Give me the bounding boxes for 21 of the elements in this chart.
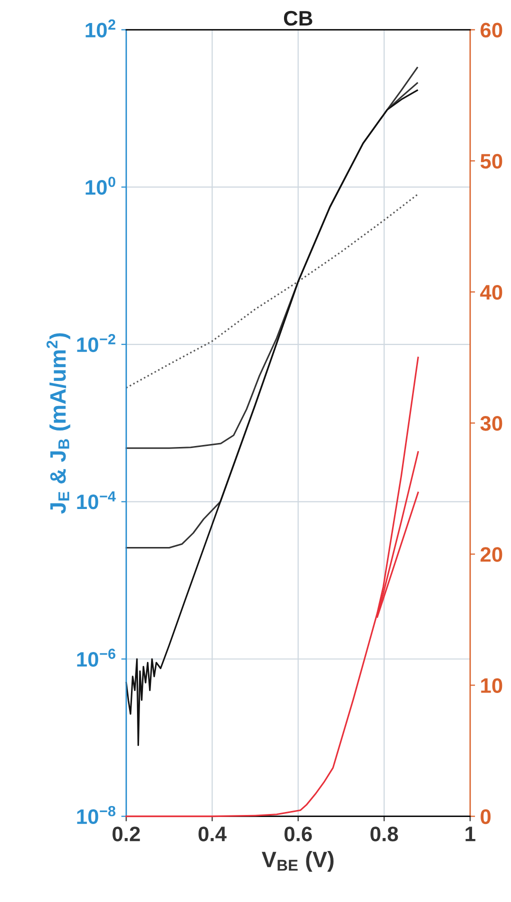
x-axis-title: V$_{BE}$ (V) (262, 851, 334, 872)
y-tick-label: 10$^{−2}$ (77, 334, 116, 352)
y2-tick-label: 40 (480, 284, 502, 300)
y2-tick-label: 10 (481, 678, 502, 693)
y-tick-label: 10$^{−6}$ (77, 648, 116, 667)
chart-title: CB (284, 10, 312, 26)
y-tick-label: 10$^{−4}$ (77, 491, 116, 510)
y2-tick-label: 0 (480, 809, 491, 824)
y-tick-label: 10$^{−8}$ (77, 806, 116, 824)
y-axis-title: J$_{E}$ & J$_{B}$ (mA/um$^{2}$) (46, 333, 70, 514)
y2-tick-label: 60 (480, 22, 502, 38)
x-tick-label: 0.4 (198, 826, 227, 842)
y-tick-label: 10$^{2}$ (86, 19, 116, 38)
y2-tick-label: 50 (480, 154, 502, 169)
y2-tick-label: 20 (480, 547, 502, 562)
y-tick-label: 10$^{0}$ (86, 176, 116, 195)
x-tick-label: 1 (466, 826, 476, 842)
x-tick-label: 0.6 (284, 826, 312, 842)
x-tick-label: 0.8 (370, 826, 398, 842)
x-tick-label: 0.2 (112, 826, 140, 842)
y2-tick-label: 30 (480, 416, 502, 431)
